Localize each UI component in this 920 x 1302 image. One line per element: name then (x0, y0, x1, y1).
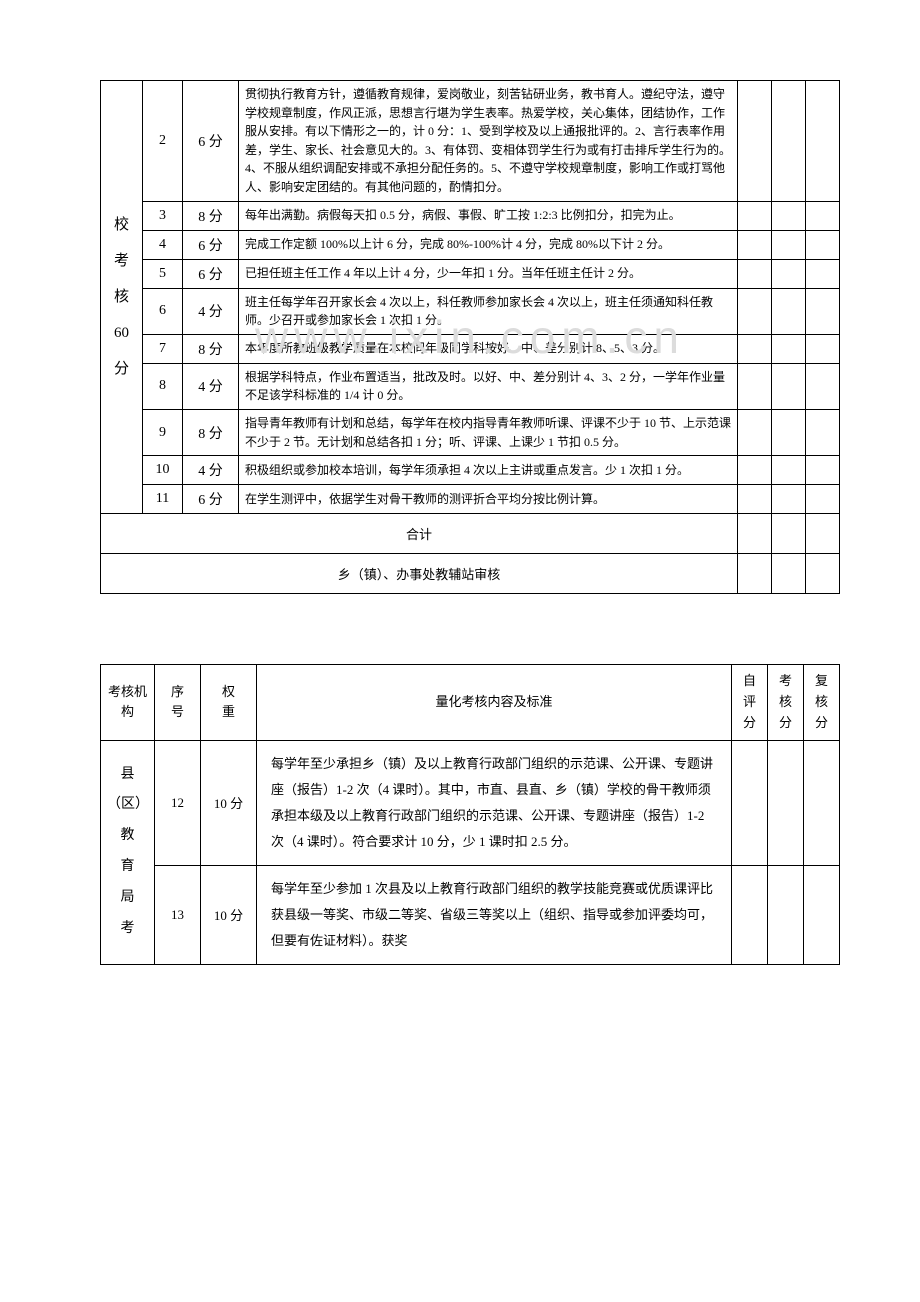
seq-cell: 8 (143, 363, 183, 409)
score-cell (772, 334, 806, 363)
score-cell (806, 514, 840, 554)
score-cell (738, 288, 772, 334)
content-cell: 每学年至少参加 1 次县及以上教育行政部门组织的教学技能竞赛或优质课评比获县级一… (257, 865, 732, 964)
score-cell (738, 334, 772, 363)
weight-cell: 4 分 (183, 288, 239, 334)
seq-cell: 3 (143, 201, 183, 230)
content-cell: 每年出满勤。病假每天扣 0.5 分，病假、事假、旷工按 1:2:3 比例扣分，扣… (239, 201, 738, 230)
header-content: 量化考核内容及标准 (257, 665, 732, 740)
score-cell (738, 201, 772, 230)
score-cell (806, 554, 840, 594)
weight-cell: 6 分 (183, 81, 239, 202)
score-cell (772, 81, 806, 202)
score-cell (772, 409, 806, 455)
score-cell (806, 288, 840, 334)
score-cell (772, 201, 806, 230)
score-cell (768, 740, 804, 865)
content-cell: 班主任每学年召开家长会 4 次以上，科任教师参加家长会 4 次以上，班主任须通知… (239, 288, 738, 334)
score-cell (738, 230, 772, 259)
assessment-table-1: 校考核60分26 分贯彻执行教育方针，遵循教育规律，爱岗敬业，刻苦钻研业务，教书… (100, 80, 840, 594)
score-cell (768, 865, 804, 964)
score-cell (806, 334, 840, 363)
weight-cell: 8 分 (183, 334, 239, 363)
score-cell (804, 740, 840, 865)
assessment-table-2: 考核机构序号权重量化考核内容及标准自评分考核分复核分县（区）教育局考1210 分… (100, 664, 840, 964)
seq-cell: 13 (155, 865, 201, 964)
weight-cell: 6 分 (183, 259, 239, 288)
score-cell (806, 201, 840, 230)
score-cell (772, 456, 806, 485)
seq-cell: 9 (143, 409, 183, 455)
seq-cell: 6 (143, 288, 183, 334)
score-cell (738, 514, 772, 554)
score-cell (772, 259, 806, 288)
org-cell-school: 校考核60分 (101, 81, 143, 514)
seq-cell: 5 (143, 259, 183, 288)
org-cell-county: 县（区）教育局考 (101, 740, 155, 964)
header-weight: 权重 (201, 665, 257, 740)
weight-cell: 10 分 (201, 740, 257, 865)
score-cell (804, 865, 840, 964)
score-cell (772, 288, 806, 334)
score-cell (806, 81, 840, 202)
seq-cell: 10 (143, 456, 183, 485)
weight-cell: 6 分 (183, 230, 239, 259)
content-cell: 本年度所教班级教学质量在本校同年级同学科按好、中、差分别计 8、5、3 分。 (239, 334, 738, 363)
score-cell (772, 363, 806, 409)
header-recheck-score: 复核分 (804, 665, 840, 740)
score-cell (772, 230, 806, 259)
header-assess-score: 考核分 (768, 665, 804, 740)
content-cell: 完成工作定额 100%以上计 6 分，完成 80%-100%计 4 分，完成 8… (239, 230, 738, 259)
weight-cell: 10 分 (201, 865, 257, 964)
header-self-score: 自评分 (732, 665, 768, 740)
score-cell (772, 514, 806, 554)
score-cell (732, 865, 768, 964)
score-cell (738, 409, 772, 455)
score-cell (806, 230, 840, 259)
seq-cell: 12 (155, 740, 201, 865)
content-cell: 指导青年教师有计划和总结，每学年在校内指导青年教师听课、评课不少于 10 节、上… (239, 409, 738, 455)
score-cell (738, 363, 772, 409)
score-cell (738, 456, 772, 485)
content-cell: 已担任班主任工作 4 年以上计 4 分，少一年扣 1 分。当年任班主任计 2 分… (239, 259, 738, 288)
score-cell (806, 409, 840, 455)
weight-cell: 4 分 (183, 456, 239, 485)
weight-cell: 8 分 (183, 201, 239, 230)
content-cell: 贯彻执行教育方针，遵循教育规律，爱岗敬业，刻苦钻研业务，教书育人。遵纪守法，遵守… (239, 81, 738, 202)
score-cell (772, 485, 806, 514)
content-cell: 每学年至少承担乡（镇）及以上教育行政部门组织的示范课、公开课、专题讲座（报告）1… (257, 740, 732, 865)
review-row-label: 乡（镇）、办事处教辅站审核 (101, 554, 738, 594)
score-cell (738, 485, 772, 514)
score-cell (806, 485, 840, 514)
score-cell (806, 259, 840, 288)
score-cell (738, 554, 772, 594)
seq-cell: 11 (143, 485, 183, 514)
weight-cell: 8 分 (183, 409, 239, 455)
seq-cell: 7 (143, 334, 183, 363)
score-cell (772, 554, 806, 594)
score-cell (732, 740, 768, 865)
content-cell: 根据学科特点，作业布置适当，批改及时。以好、中、差分别计 4、3、2 分，一学年… (239, 363, 738, 409)
total-row-label: 合计 (101, 514, 738, 554)
header-org: 考核机构 (101, 665, 155, 740)
weight-cell: 6 分 (183, 485, 239, 514)
content-cell: 积极组织或参加校本培训，每学年须承担 4 次以上主讲或重点发言。少 1 次扣 1… (239, 456, 738, 485)
weight-cell: 4 分 (183, 363, 239, 409)
seq-cell: 2 (143, 81, 183, 202)
content-cell: 在学生测评中，依据学生对骨干教师的测评折合平均分按比例计算。 (239, 485, 738, 514)
header-seq: 序号 (155, 665, 201, 740)
score-cell (806, 363, 840, 409)
seq-cell: 4 (143, 230, 183, 259)
score-cell (738, 81, 772, 202)
score-cell (806, 456, 840, 485)
score-cell (738, 259, 772, 288)
